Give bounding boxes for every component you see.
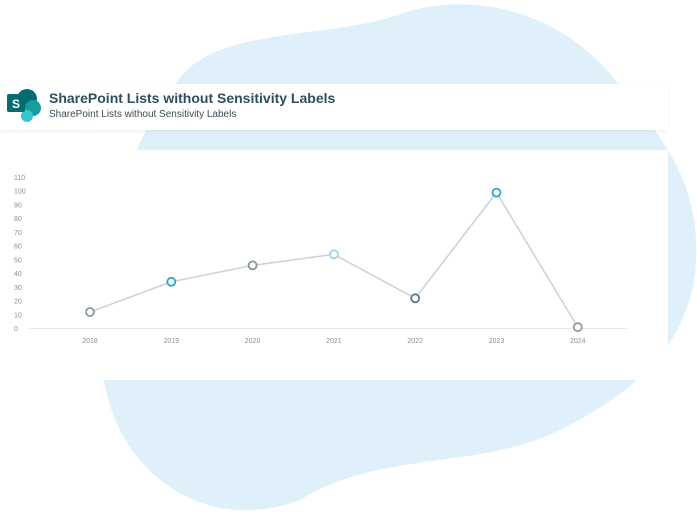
x-tick-label: 2024 [570, 338, 586, 345]
y-tick-label: 90 [14, 202, 22, 209]
y-tick-label: 110 [14, 175, 25, 182]
data-point [247, 260, 258, 271]
x-tick-label: 2022 [407, 338, 423, 345]
y-tick-label: 80 [14, 216, 22, 223]
y-tick-label: 60 [14, 244, 22, 251]
x-tick-label: 2021 [326, 338, 342, 345]
y-tick-label: 100 [14, 189, 26, 196]
y-tick-label: 40 [14, 271, 22, 278]
data-point [85, 307, 95, 317]
sharepoint-logo-icon: S [7, 89, 41, 122]
y-tick-label: 50 [14, 257, 22, 264]
chart-panel: 0 10 20 30 40 50 60 70 80 90 100 110 2018 2019 2020 202… [0, 150, 668, 380]
logo-circle-small [21, 110, 33, 122]
line-chart: 0 10 20 30 40 50 60 70 80 90 100 110 2018 2019 2020 202… [14, 175, 628, 345]
y-tick-label: 30 [14, 285, 22, 292]
data-point [410, 293, 421, 304]
data-point [491, 187, 502, 198]
logo-letter: S [12, 97, 20, 111]
data-point [166, 276, 177, 287]
x-tick-label: 2018 [82, 338, 98, 345]
series-line [89, 191, 579, 328]
x-tick-label: 2023 [489, 338, 505, 345]
data-point [328, 249, 339, 260]
y-tick-label: 70 [14, 230, 22, 237]
logo-square [7, 94, 25, 112]
y-tick-label: 0 [14, 326, 18, 333]
data-point [572, 322, 583, 333]
page-title: SharePoint Lists without Sensitivity Lab… [49, 90, 336, 106]
report-header: S SharePoint Lists without Sensitivity L… [0, 84, 668, 130]
x-tick-label: 2019 [164, 338, 180, 345]
y-tick-label: 10 [14, 312, 22, 319]
x-tick-label: 2020 [245, 338, 261, 345]
page-subtitle: SharePoint Lists without Sensitivity Lab… [49, 109, 237, 120]
y-tick-label: 20 [14, 299, 22, 306]
